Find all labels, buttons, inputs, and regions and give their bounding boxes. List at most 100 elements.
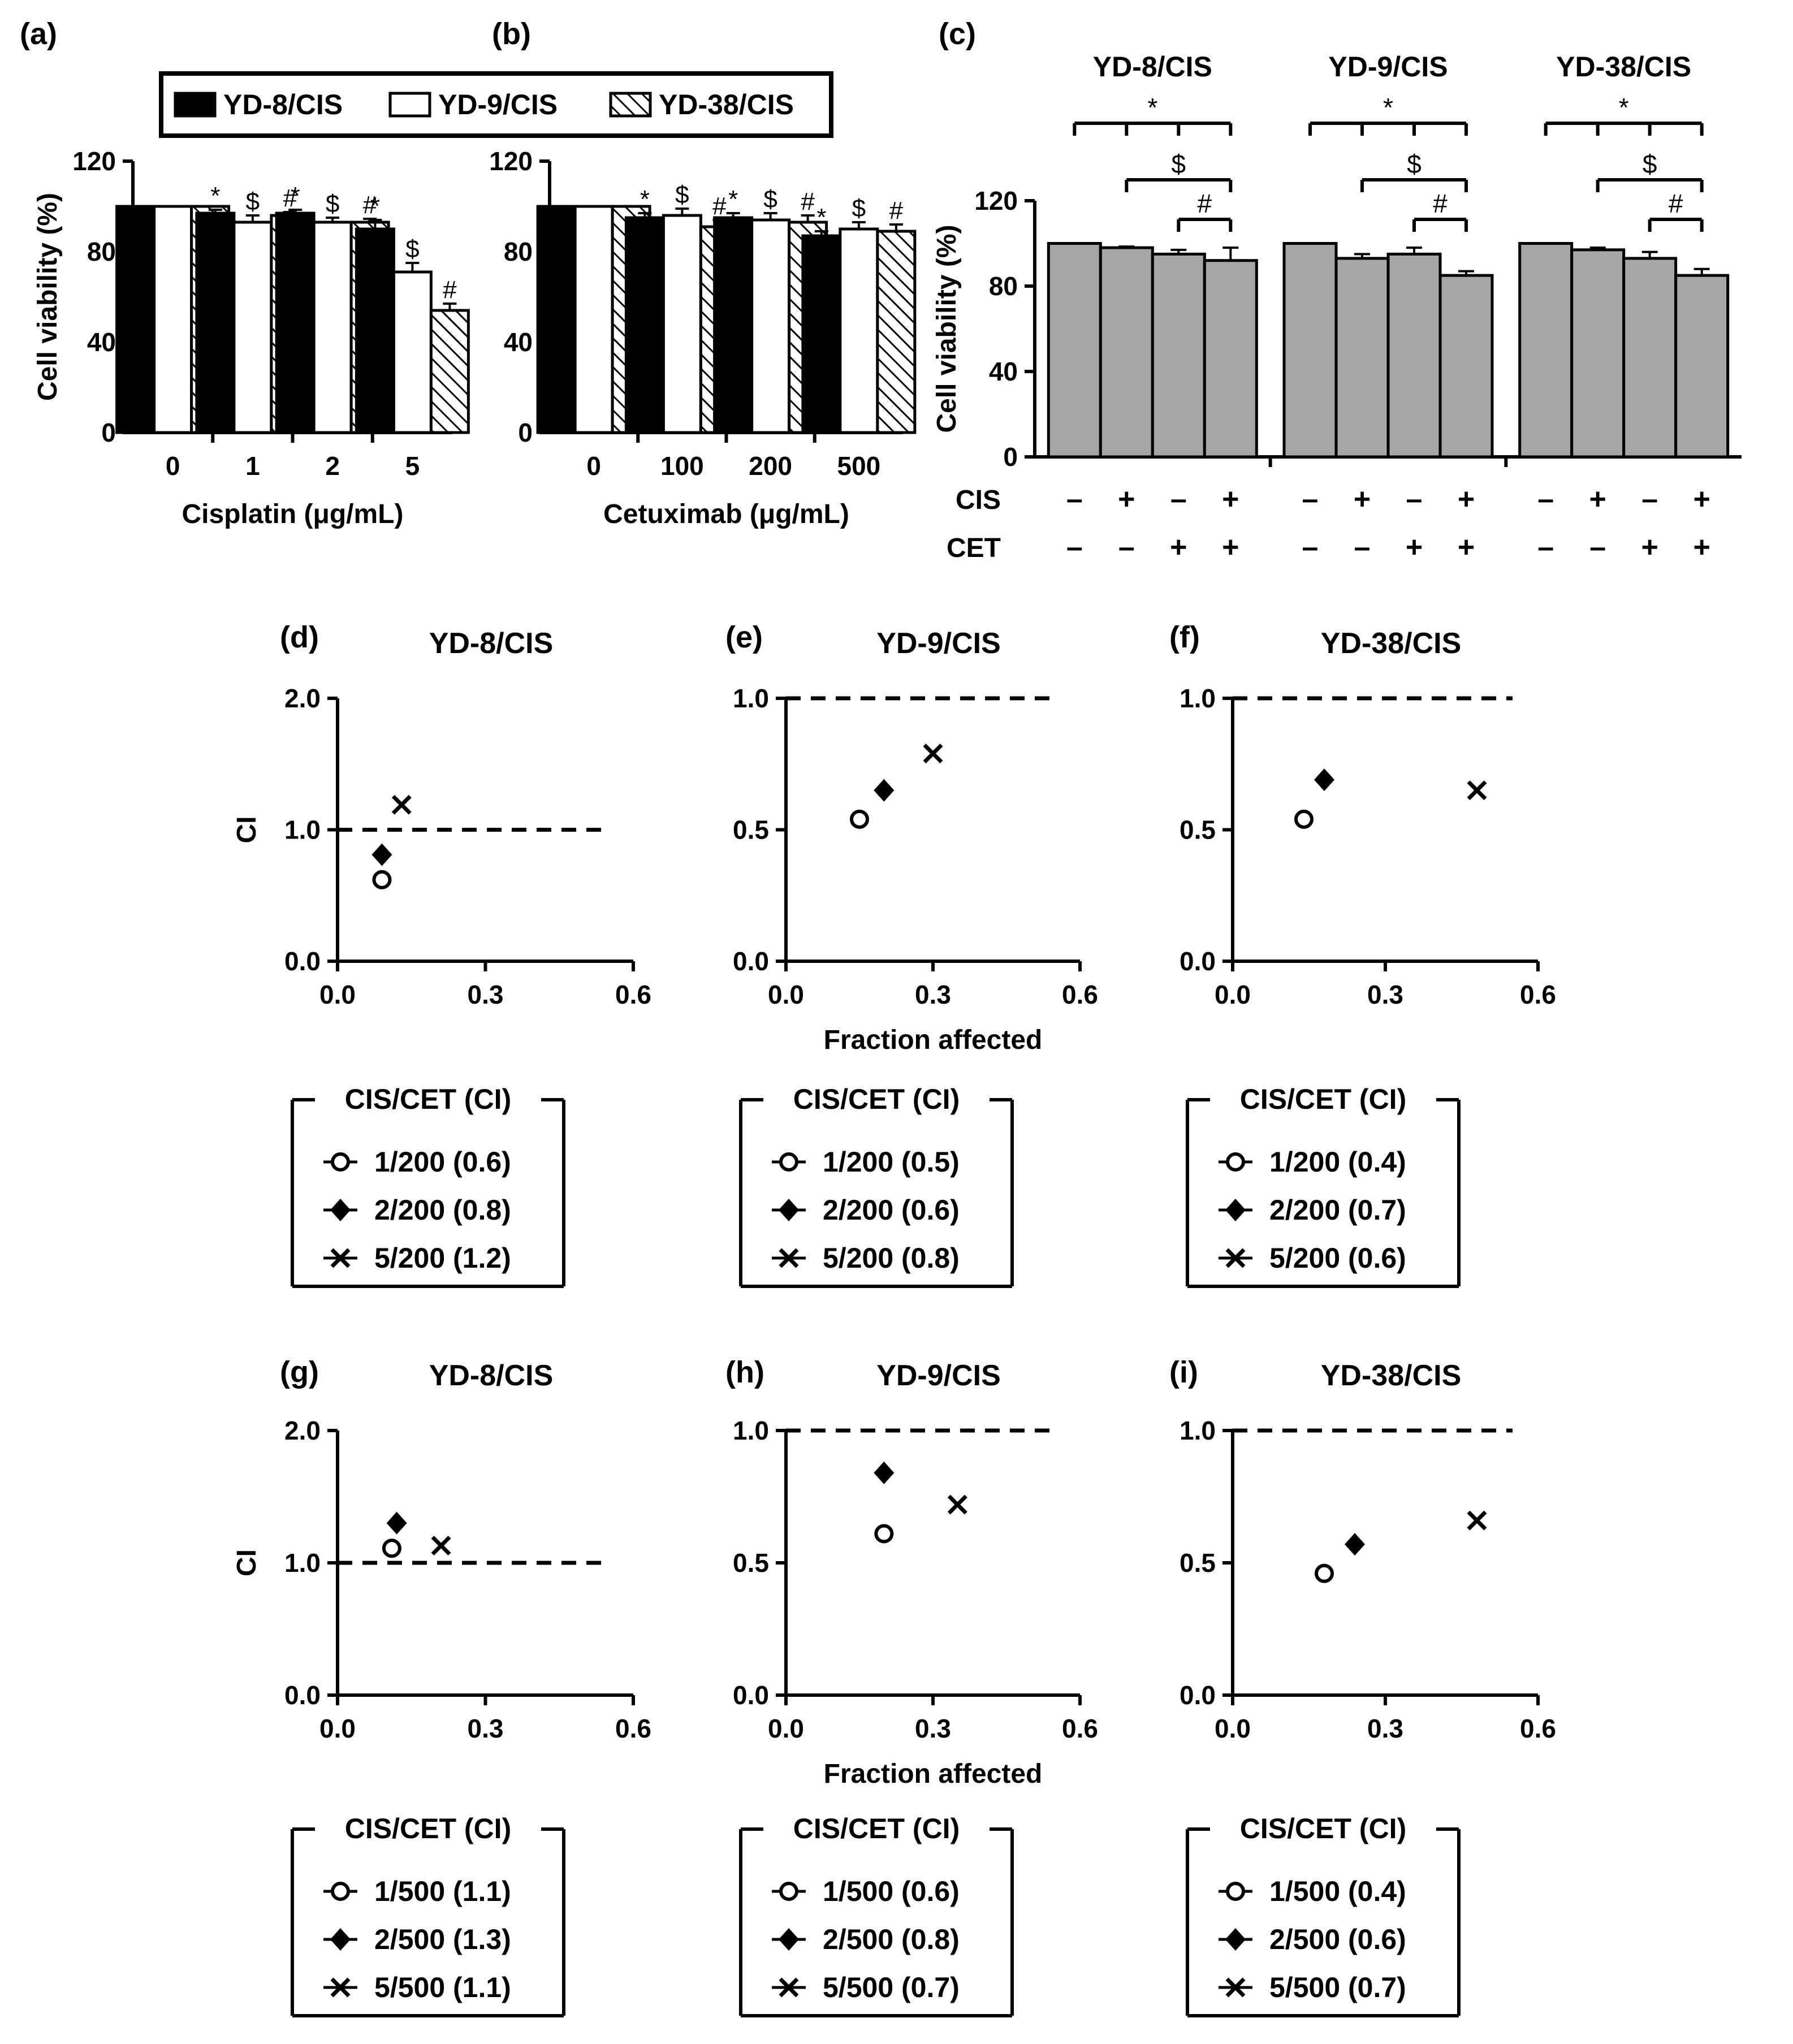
x-marker-stroke (947, 1494, 967, 1515)
x-tick-label: 0.3 (915, 1714, 951, 1743)
data-point-x (1225, 1977, 1246, 1998)
x-tick-label: 0.3 (1367, 980, 1403, 1009)
bar (232, 221, 273, 434)
legend-label: 5/200 (0.8) (823, 1242, 960, 1274)
legend-label: 5/200 (0.6) (1269, 1242, 1406, 1274)
significance-mark: * (1383, 93, 1393, 122)
significance-mark: # (889, 197, 904, 224)
legend-label: YD-38/CIS (659, 89, 794, 120)
data-point-x (330, 1248, 351, 1268)
y-tick-label: 0.0 (1180, 947, 1216, 976)
bar (1047, 242, 1102, 459)
data-point-x (391, 794, 412, 815)
y-tick-label: 0.0 (284, 1680, 321, 1710)
significance-mark: $ (763, 185, 777, 213)
legend-title: CIS/CET (CI) (793, 1813, 960, 1844)
x-tick-label: 0.3 (468, 1714, 504, 1743)
significance-mark: * (291, 182, 300, 210)
bar (312, 221, 353, 434)
legend-label: 5/500 (0.7) (1269, 1972, 1406, 2003)
y-tick-label: 0 (1003, 442, 1018, 472)
cet-sign: + (1458, 531, 1475, 564)
bar (1674, 274, 1730, 459)
bar (1334, 257, 1390, 459)
x-tick-label: 200 (749, 451, 792, 481)
x-tick-label: 0.0 (768, 980, 804, 1009)
data-point-diamond (874, 779, 895, 802)
legend-label: 5/500 (0.7) (823, 1972, 960, 2003)
legend-title: CIS/CET (CI) (345, 1813, 511, 1844)
x-axis-label: Cisplatin (μg/mL) (182, 499, 403, 529)
row-label: CIS (956, 485, 1001, 515)
data-point-circle (331, 1152, 350, 1172)
legend-title: CIS/CET (CI) (1240, 1813, 1406, 1844)
y-tick-label: 1.0 (284, 1548, 321, 1578)
bar (713, 216, 754, 434)
cis-sign: + (1222, 483, 1239, 516)
chart-title: YD-9/CIS (876, 627, 1001, 660)
x-tick-label: 0.6 (1520, 980, 1556, 1009)
bar (839, 227, 879, 434)
cet-sign: + (1170, 531, 1187, 564)
bar (1099, 246, 1154, 459)
cis-sign: – (1170, 483, 1187, 516)
y-tick-label: 120 (72, 146, 116, 176)
y-tick-label: 40 (87, 327, 116, 357)
panel-label: (c) (939, 17, 976, 51)
x-axis-label: Fraction affected (824, 1025, 1043, 1055)
significance-mark: $ (852, 195, 866, 222)
data-point-diamond (779, 1928, 799, 1951)
chart-title: YD-38/CIS (1321, 1359, 1462, 1392)
chart-title: YD-9/CIS (876, 1359, 1001, 1392)
data-point-diamond (386, 1511, 407, 1535)
data-point-circle (1226, 1882, 1245, 1901)
y-tick-label: 0 (101, 418, 116, 447)
bar (153, 205, 193, 434)
y-tick-label: 1.0 (284, 815, 321, 845)
data-point-diamond (1314, 768, 1334, 792)
legend-label: 2/200 (0.6) (823, 1194, 960, 1226)
row-label: CET (947, 533, 1001, 563)
x-marker-stroke (779, 1977, 799, 1998)
data-point-x (923, 744, 943, 764)
legend-label: 2/200 (0.8) (374, 1194, 511, 1226)
x-tick-label: 500 (837, 451, 881, 481)
x-marker-stroke (391, 794, 412, 815)
data-point-circle (874, 1524, 894, 1544)
data-point-circle (372, 870, 392, 889)
x-tick-label: 1 (245, 451, 260, 481)
legend-label: 1/500 (1.1) (374, 1876, 511, 1907)
panel-label: (d) (280, 620, 319, 654)
y-tick-label: 1.0 (1180, 684, 1216, 713)
data-point-circle (779, 1882, 798, 1901)
bar (1438, 274, 1494, 459)
significance-mark: # (1198, 189, 1212, 218)
data-point-diamond (1225, 1199, 1246, 1221)
x-marker-stroke (1467, 1510, 1487, 1531)
y-tick-label: 80 (989, 271, 1018, 301)
data-point-circle (1226, 1152, 1245, 1172)
data-point-x (1467, 1510, 1487, 1531)
bar (573, 205, 614, 434)
bar (1282, 242, 1338, 459)
data-point-x (779, 1977, 799, 1998)
legend-label: 2/500 (1.3) (374, 1924, 511, 1955)
significance-mark: # (1433, 189, 1448, 218)
legend-label: 2/200 (0.7) (1269, 1194, 1406, 1226)
y-tick-label: 120 (974, 186, 1018, 215)
y-tick-label: 1.0 (733, 684, 769, 713)
y-tick-label: 0.5 (1180, 815, 1216, 845)
legend-swatch (609, 92, 652, 118)
cis-sign: + (1458, 483, 1475, 516)
panel-label: (g) (280, 1355, 319, 1389)
legend-label: 1/200 (0.5) (823, 1146, 960, 1178)
significance-mark: $ (675, 181, 689, 209)
data-point-x (947, 1494, 967, 1515)
significance-mark: # (801, 188, 815, 215)
x-tick-label: 0.3 (468, 980, 504, 1009)
cis-sign: + (1589, 483, 1606, 516)
bar (536, 205, 577, 434)
significance-mark: * (816, 204, 826, 231)
cis-sign: – (1641, 483, 1658, 516)
data-point-diamond (330, 1928, 351, 1951)
